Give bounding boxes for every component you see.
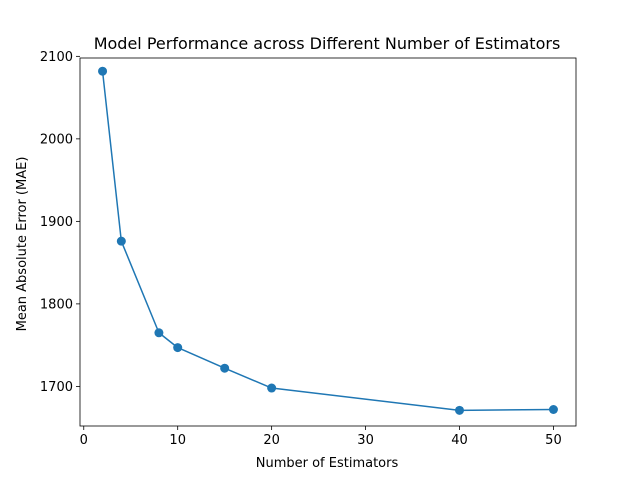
x-tick-label: 20 — [263, 433, 280, 448]
y-axis-label: Mean Absolute Error (MAE) — [15, 157, 30, 332]
y-tick-label: 1900 — [40, 215, 73, 230]
chart-title: Model Performance across Different Numbe… — [94, 34, 561, 53]
data-point — [267, 383, 277, 393]
data-point — [116, 236, 126, 246]
data-point — [548, 404, 558, 414]
data-point — [154, 328, 164, 338]
y-tick-label: 1700 — [40, 380, 73, 395]
x-tick-label: 30 — [357, 433, 374, 448]
data-point — [455, 405, 465, 415]
x-tick-label: 0 — [80, 433, 88, 448]
data-point — [220, 363, 230, 373]
y-tick-label: 2000 — [40, 132, 73, 147]
y-tick-label: 1800 — [40, 297, 73, 312]
series-line — [101, 70, 555, 412]
x-axis-label: Number of Estimators — [256, 456, 399, 471]
x-tick-label: 40 — [451, 433, 468, 448]
data-point — [173, 343, 183, 353]
plot-area: 0 10 20 30 40 50 1700 1800 1900 2000 2100 — [40, 50, 577, 448]
y-tick-label: 2100 — [40, 50, 73, 65]
axes-frame — [79, 57, 577, 427]
x-tick-label: 50 — [545, 433, 562, 448]
data-point — [98, 66, 108, 76]
x-tick-label: 10 — [169, 433, 186, 448]
